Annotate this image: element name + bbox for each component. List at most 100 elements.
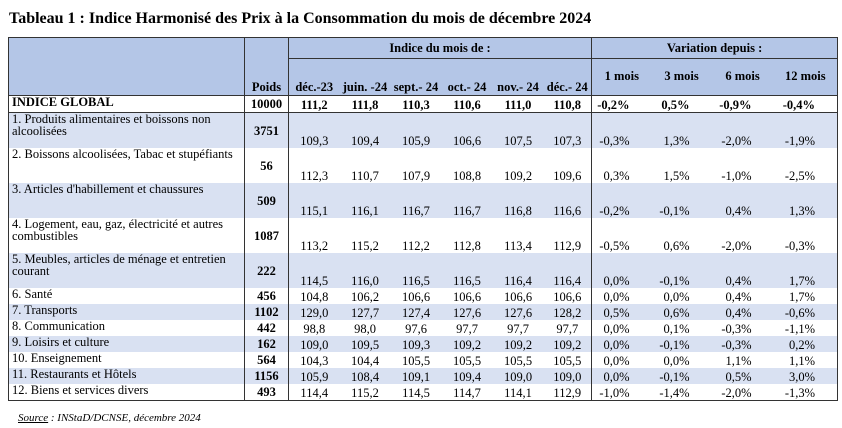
index-cell: 128,2 (543, 304, 593, 320)
index-cell: 109,2 (543, 336, 593, 352)
table-row: 8. Communication 442 98,8 98,0 97,6 97,7 97,7 9… (8, 320, 839, 336)
index-cell: 109,0 (543, 368, 593, 384)
table-row: 4. Logement, eau, gaz, électricité et au… (8, 218, 839, 253)
index-cell: 105,5 (452, 354, 482, 368)
index-cell: 116,6 (543, 183, 593, 218)
month-header: sept.- 24 (390, 58, 442, 96)
index-cell: 104,8 (288, 288, 340, 304)
index-cell: 97,7 (507, 322, 529, 336)
index-cell: 110,6 (441, 95, 493, 113)
row-label: 9. Loisirs et culture (8, 336, 245, 352)
variation-cell: -0,2% (591, 183, 652, 218)
variation-cell: -0,3% (773, 218, 839, 253)
variation-cell: 0,4% (711, 253, 774, 288)
index-cell: 104,4 (350, 354, 380, 368)
variation-cell: 0,0% (603, 354, 630, 368)
variation-cell: 0,5% (591, 304, 652, 320)
variation-cell: -0,1% (651, 253, 712, 288)
index-cell: 116,7 (390, 183, 442, 218)
variation-header: 1 mois (591, 58, 652, 96)
row-label: 10. Enseignement (8, 352, 245, 368)
index-cell: 115,2 (339, 384, 391, 401)
table-row: 11. Restaurants et Hôtels 1156 105,9 108,4 1… (8, 368, 839, 384)
variation-cell: 1,1% (773, 352, 839, 368)
index-cell: 112,8 (453, 239, 481, 253)
variation-cell: 1,7% (773, 288, 839, 304)
index-cell: 106,6 (441, 112, 493, 148)
variation-cell: 0,5% (651, 95, 712, 113)
month-header: déc.- 24 (543, 58, 593, 96)
index-cell: 109,0 (492, 368, 544, 384)
variation-cell: 0,2% (773, 336, 839, 352)
index-cell: 104,3 (288, 352, 340, 368)
index-cell: 98,8 (288, 320, 340, 336)
variation-cell: 0,6% (651, 304, 712, 320)
variation-cell: 1,3% (651, 112, 712, 148)
index-cell: 116,4 (492, 253, 544, 288)
weight-cell: 509 (244, 183, 289, 218)
source-text: : INStaD/DCNSE, décembre 2024 (48, 412, 201, 424)
variation-group-header: Variation depuis : (591, 37, 839, 59)
index-cell: 110,8 (543, 95, 593, 113)
weight-cell: 10000 (244, 95, 289, 113)
index-cell: 109,2 (503, 169, 533, 183)
weight-cell: 456 (244, 288, 289, 304)
index-cell: 112,9 (543, 218, 593, 253)
index-cell: 109,3 (288, 112, 340, 148)
weight-cell: 564 (244, 352, 289, 368)
table-row: 2. Boissons alcoolisées, Tabac et stupéf… (8, 148, 839, 183)
variation-cell: -2,0% (721, 239, 752, 253)
index-cell: 116,8 (492, 183, 544, 218)
index-cell: 129,0 (288, 304, 340, 320)
index-cell: 109,4 (441, 368, 493, 384)
weight-cell: 1102 (244, 304, 289, 320)
variation-cell: 1,1% (725, 354, 752, 368)
row-label: INDICE GLOBAL (8, 95, 245, 113)
index-cell: 109,6 (543, 148, 593, 183)
index-cell: 114,1 (492, 384, 544, 401)
index-cell: 106,6 (503, 290, 533, 304)
index-cell: 127,7 (339, 304, 391, 320)
variation-cell: 0,0% (603, 322, 630, 336)
index-cell: 109,2 (441, 336, 493, 352)
index-cell: 107,9 (401, 169, 431, 183)
index-cell: 114,7 (441, 384, 493, 401)
index-cell: 107,5 (492, 112, 544, 148)
index-cell: 114,5 (288, 253, 340, 288)
index-cell: 116,5 (441, 253, 493, 288)
variation-cell: 0,6% (663, 239, 690, 253)
variation-header: 6 mois (711, 58, 774, 96)
source-label: Source (18, 412, 49, 424)
variation-cell: -2,0% (711, 112, 774, 148)
table-row: 10. Enseignement 564 104,3 104,4 105,5 105,5 1… (8, 352, 839, 368)
row-label: 2. Boissons alcoolisées, Tabac et stupéf… (8, 148, 245, 183)
variation-cell: 0,0% (591, 253, 652, 288)
variation-cell: -1,3% (773, 384, 839, 401)
month-header: nov.- 24 (492, 58, 544, 96)
variation-cell: -0,6% (773, 304, 839, 320)
variation-cell: -1,9% (773, 112, 839, 148)
variation-cell: 0,0% (591, 336, 652, 352)
index-cell: 105,9 (390, 112, 442, 148)
table-row: 3. Articles d'habillement et chaussures 5… (8, 183, 839, 218)
weight-cell: 222 (244, 253, 289, 288)
variation-cell: -0,3% (721, 322, 752, 336)
global-index-row: INDICE GLOBAL 10000 111,2 111,8 110,3 110,6 11… (8, 95, 839, 113)
variation-cell: -0,1% (651, 368, 712, 384)
index-cell: 109,0 (288, 336, 340, 352)
table-row: 1. Produits alimentaires et boissons non… (8, 112, 839, 148)
index-cell: 127,4 (390, 304, 442, 320)
index-cell: 106,2 (350, 290, 380, 304)
index-cell: 107,3 (543, 112, 593, 148)
poids-header-top (244, 37, 289, 59)
table-row: 9. Loisirs et culture 162 109,0 109,5 109,3 1… (8, 336, 839, 352)
variation-cell: 0,4% (711, 304, 774, 320)
variation-cell: -0,3% (711, 336, 774, 352)
row-label: 6. Santé (8, 288, 245, 304)
variation-cell: -2,0% (711, 384, 774, 401)
index-cell: 116,0 (339, 253, 391, 288)
index-cell: 97,6 (405, 322, 427, 336)
index-cell: 116,4 (543, 253, 593, 288)
variation-cell: -0,1% (651, 336, 712, 352)
index-cell: 114,5 (390, 384, 442, 401)
